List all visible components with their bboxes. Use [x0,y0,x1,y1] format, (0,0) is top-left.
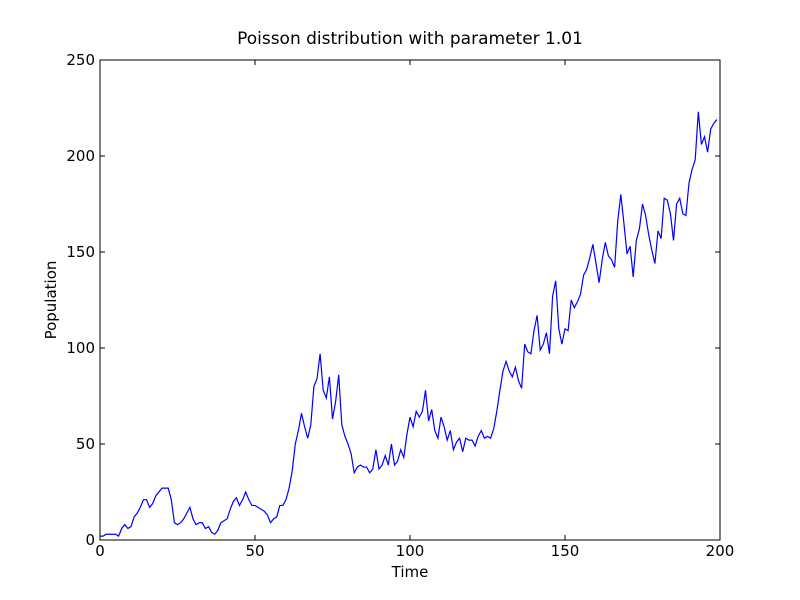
y-tick-label: 100 [66,339,95,357]
x-axis-label: Time [391,563,429,581]
x-tick-label: 100 [396,542,425,560]
y-axis-label: Population [42,261,60,340]
x-tick-label: 50 [245,542,264,560]
y-tick-label: 150 [66,243,95,261]
y-tick-label: 250 [66,51,95,69]
y-tick-label: 50 [76,435,95,453]
data-line [100,111,718,538]
plot-frame [99,59,721,541]
y-tick-label: 200 [66,147,95,165]
chart-title: Poisson distribution with parameter 1.01 [237,29,583,49]
y-tick-label: 0 [85,531,95,549]
x-tick-label: 200 [706,542,735,560]
x-tick-label: 0 [95,542,105,560]
x-tick-label: 150 [551,542,580,560]
